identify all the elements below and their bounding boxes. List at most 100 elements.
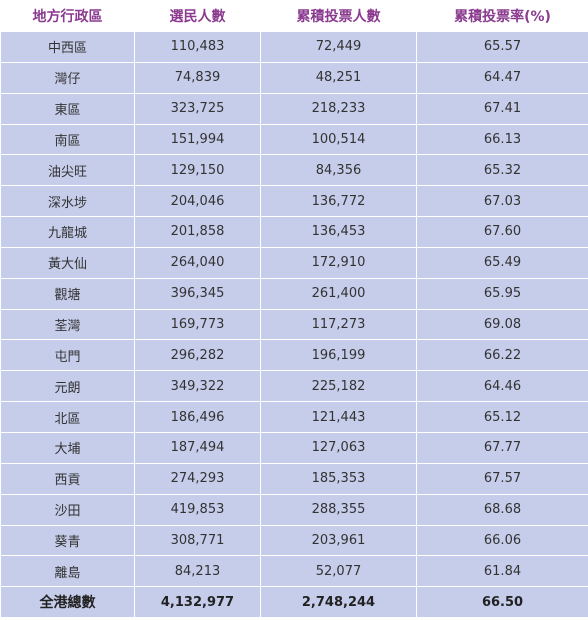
district-cell: 離島	[0, 555, 135, 588]
column-header-cumulative-voters: 累積投票人數	[260, 0, 417, 32]
cumulative-voters-cell: 48,251	[260, 61, 417, 94]
registered-voters-cell: 110,483	[134, 31, 261, 63]
table-row: 東區 323,725 218,233 67.41	[0, 92, 588, 125]
district-cell: 西貢	[0, 462, 135, 495]
table-row: 南區 151,994 100,514 66.13	[0, 123, 588, 156]
cumulative-voters-cell: 136,453	[260, 216, 417, 248]
registered-voters-cell: 349,322	[134, 370, 261, 403]
registered-voters-cell: 74,839	[134, 61, 261, 94]
table-row: 屯門 296,282 196,199 66.22	[0, 339, 588, 372]
cumulative-voters-cell: 203,961	[260, 524, 417, 557]
district-cell: 黃大仙	[0, 246, 135, 279]
cumulative-voters-cell: 121,443	[260, 401, 417, 433]
district-cell: 屯門	[0, 339, 135, 372]
table-row: 中西區 110,483 72,449 65.57	[0, 31, 588, 63]
cumulative-voters-cell: 136,772	[260, 185, 417, 218]
cumulative-voters-cell: 172,910	[260, 246, 417, 279]
table-body: 中西區 110,483 72,449 65.57 灣仔 74,839 48,251 64.47…	[0, 31, 588, 619]
registered-voters-cell: 84,213	[134, 555, 261, 588]
cumulative-voters-cell: 72,449	[260, 31, 417, 63]
district-cell: 深水埗	[0, 185, 135, 218]
table-row: 西貢 274,293 185,353 67.57	[0, 462, 588, 495]
district-cell: 葵青	[0, 524, 135, 557]
district-cell: 荃灣	[0, 308, 135, 341]
table-row: 九龍城 201,858 136,453 67.60	[0, 216, 588, 248]
total-district-cell: 全港總數	[0, 586, 135, 619]
district-cell: 觀塘	[0, 277, 135, 310]
turnout-rate-cell: 65.57	[416, 31, 588, 63]
district-cell: 中西區	[0, 31, 135, 63]
registered-voters-cell: 186,496	[134, 401, 261, 433]
district-cell: 大埔	[0, 431, 135, 464]
registered-voters-cell: 151,994	[134, 123, 261, 156]
table-row: 觀塘 396,345 261,400 65.95	[0, 277, 588, 310]
total-registered-voters-cell: 4,132,977	[134, 586, 261, 619]
table-row: 荃灣 169,773 117,273 69.08	[0, 308, 588, 341]
table-row: 深水埗 204,046 136,772 67.03	[0, 185, 588, 218]
total-cumulative-voters-cell: 2,748,244	[260, 586, 417, 619]
district-cell: 東區	[0, 92, 135, 125]
turnout-rate-cell: 67.60	[416, 216, 588, 248]
table-header-row: 地方行政區 選民人數 累積投票人數 累積投票率(%)	[0, 0, 588, 32]
district-cell: 油尖旺	[0, 154, 135, 187]
turnout-rate-cell: 67.41	[416, 92, 588, 125]
district-cell: 九龍城	[0, 216, 135, 248]
district-cell: 沙田	[0, 493, 135, 526]
district-cell: 南區	[0, 123, 135, 156]
turnout-rate-cell: 69.08	[416, 308, 588, 341]
turnout-rate-cell: 64.47	[416, 61, 588, 94]
cumulative-voters-cell: 225,182	[260, 370, 417, 403]
registered-voters-cell: 274,293	[134, 462, 261, 495]
district-cell: 灣仔	[0, 61, 135, 94]
cumulative-voters-cell: 261,400	[260, 277, 417, 310]
turnout-rate-cell: 66.13	[416, 123, 588, 156]
table-row: 元朗 349,322 225,182 64.46	[0, 370, 588, 403]
registered-voters-cell: 264,040	[134, 246, 261, 279]
table-total-row: 全港總數 4,132,977 2,748,244 66.50	[0, 586, 588, 619]
table-row: 黃大仙 264,040 172,910 65.49	[0, 246, 588, 279]
table-row: 油尖旺 129,150 84,356 65.32	[0, 154, 588, 187]
district-cell: 元朗	[0, 370, 135, 403]
turnout-rate-cell: 65.32	[416, 154, 588, 187]
registered-voters-cell: 201,858	[134, 216, 261, 248]
registered-voters-cell: 308,771	[134, 524, 261, 557]
registered-voters-cell: 323,725	[134, 92, 261, 125]
cumulative-voters-cell: 84,356	[260, 154, 417, 187]
cumulative-voters-cell: 218,233	[260, 92, 417, 125]
turnout-rate-cell: 65.12	[416, 401, 588, 433]
cumulative-voters-cell: 127,063	[260, 431, 417, 464]
registered-voters-cell: 296,282	[134, 339, 261, 372]
table-row: 沙田 419,853 288,355 68.68	[0, 493, 588, 526]
table-row: 葵青 308,771 203,961 66.06	[0, 524, 588, 557]
column-header-cumulative-turnout-rate: 累積投票率(%)	[416, 0, 588, 32]
turnout-rate-cell: 65.95	[416, 277, 588, 310]
registered-voters-cell: 396,345	[134, 277, 261, 310]
district-cell: 北區	[0, 401, 135, 433]
registered-voters-cell: 204,046	[134, 185, 261, 218]
turnout-rate-cell: 66.06	[416, 524, 588, 557]
turnout-rate-cell: 67.57	[416, 462, 588, 495]
turnout-rate-cell: 67.03	[416, 185, 588, 218]
registered-voters-cell: 187,494	[134, 431, 261, 464]
table-row: 離島 84,213 52,077 61.84	[0, 555, 588, 588]
registered-voters-cell: 169,773	[134, 308, 261, 341]
cumulative-voters-cell: 52,077	[260, 555, 417, 588]
turnout-rate-cell: 68.68	[416, 493, 588, 526]
turnout-rate-cell: 61.84	[416, 555, 588, 588]
table-row: 北區 186,496 121,443 65.12	[0, 401, 588, 433]
cumulative-voters-cell: 100,514	[260, 123, 417, 156]
table-row: 灣仔 74,839 48,251 64.47	[0, 61, 588, 94]
cumulative-voters-cell: 196,199	[260, 339, 417, 372]
cumulative-voters-cell: 185,353	[260, 462, 417, 495]
table-row: 大埔 187,494 127,063 67.77	[0, 431, 588, 464]
registered-voters-cell: 129,150	[134, 154, 261, 187]
cumulative-voters-cell: 117,273	[260, 308, 417, 341]
turnout-rate-cell: 64.46	[416, 370, 588, 403]
total-turnout-rate-cell: 66.50	[416, 586, 588, 619]
turnout-rate-cell: 65.49	[416, 246, 588, 279]
column-header-registered-voters: 選民人數	[134, 0, 261, 32]
column-header-district: 地方行政區	[0, 0, 135, 32]
turnout-rate-cell: 66.22	[416, 339, 588, 372]
turnout-rate-cell: 67.77	[416, 431, 588, 464]
